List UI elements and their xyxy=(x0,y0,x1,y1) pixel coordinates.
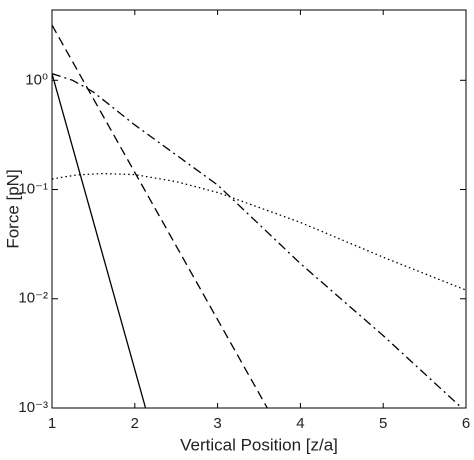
plot-lines xyxy=(52,24,466,408)
x-tick-label: 6 xyxy=(462,415,470,432)
series-line xyxy=(52,73,463,408)
y-tick-label: 10⁰ xyxy=(25,71,48,88)
series-line xyxy=(52,172,466,291)
x-tick-label: 3 xyxy=(213,415,221,432)
y-axis-label: Force [pN] xyxy=(3,169,22,248)
x-tick-label: 2 xyxy=(131,415,139,432)
x-tick-label: 5 xyxy=(379,415,387,432)
y-tick-label: 10⁻² xyxy=(18,290,48,307)
x-tick-label: 4 xyxy=(296,415,304,432)
y-tick-label: 10⁻¹ xyxy=(18,180,48,197)
y-tick-label: 10⁻³ xyxy=(18,399,48,416)
x-tick-label: 1 xyxy=(48,415,56,432)
plot-frame xyxy=(51,9,467,409)
x-axis-label: Vertical Position [z/a] xyxy=(180,435,338,454)
series-line xyxy=(52,73,147,408)
